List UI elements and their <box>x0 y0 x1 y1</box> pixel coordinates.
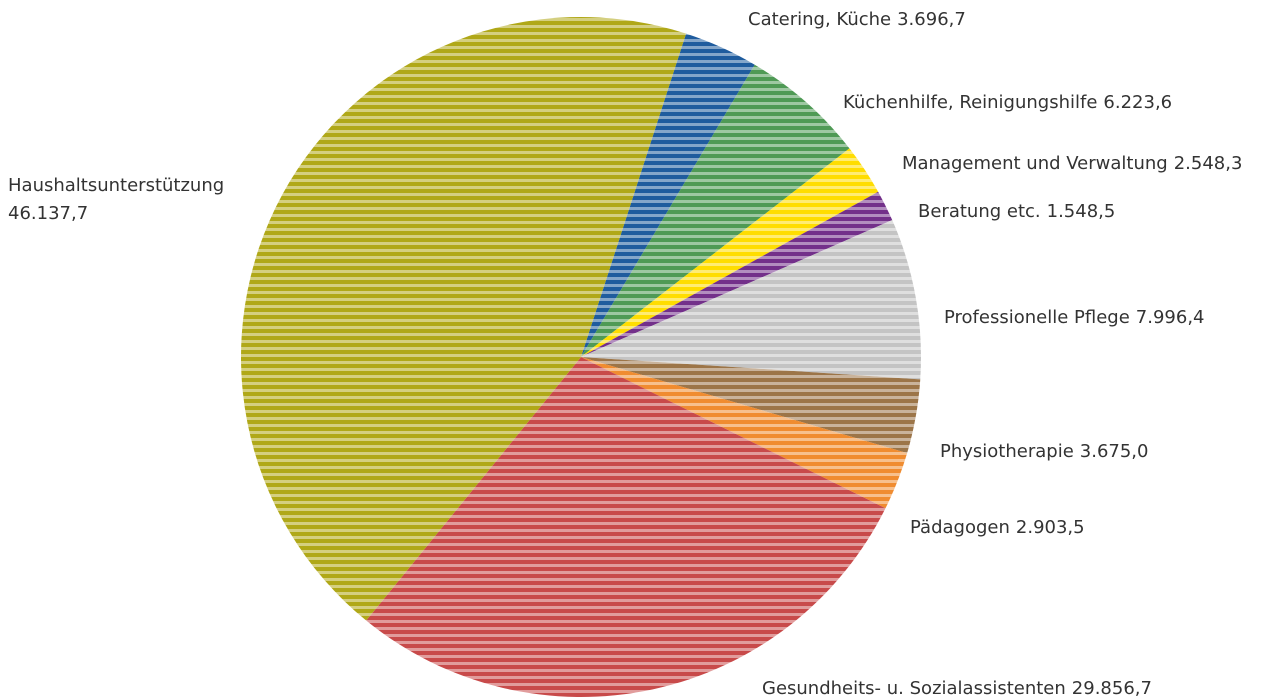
category-name: Physiotherapie <box>940 441 1074 462</box>
pie-slice <box>581 64 850 357</box>
value-label: 29.856,7 <box>1072 678 1152 699</box>
value-label: 6.223,6 <box>1103 92 1172 113</box>
value-label: 2.903,5 <box>1016 517 1085 538</box>
slice-label: Pädagogen 2.903,5 <box>910 517 1085 538</box>
pie-slice <box>581 220 921 380</box>
category-name: Beratung etc. <box>918 201 1041 222</box>
pie-slice <box>581 357 921 454</box>
slice-label: Gesundheits- u. Sozialassistenten 29.856,… <box>762 678 1152 699</box>
pie-slice <box>581 357 908 509</box>
category-name: Küchenhilfe, Reinigungshilfe <box>843 92 1097 113</box>
slice-label: Catering, Küche 3.696,7 <box>748 9 966 30</box>
slice-label: Professionelle Pflege 7.996,4 <box>944 307 1205 328</box>
category-name: Pädagogen <box>910 517 1010 538</box>
pie-slice <box>241 16 687 621</box>
slice-label: Beratung etc. 1.548,5 <box>918 201 1115 222</box>
pie-slice <box>581 191 893 357</box>
category-name: Gesundheits- u. Sozialassistenten <box>762 678 1066 699</box>
pie-slice <box>581 33 755 358</box>
value-label: 2.548,3 <box>1174 153 1243 174</box>
category-name: Haushaltsunterstützung <box>8 175 224 196</box>
slice-label: Küchenhilfe, Reinigungshilfe 6.223,6 <box>843 92 1172 113</box>
value-label: 3.696,7 <box>897 9 966 30</box>
category-name: Catering, Küche <box>748 9 891 30</box>
pie-slice <box>581 148 879 357</box>
slice-label: Haushaltsunterstützung 46.137,7 <box>8 175 224 224</box>
value-label: 1.548,5 <box>1047 201 1116 222</box>
slice-label: Management und Verwaltung 2.548,3 <box>902 153 1242 174</box>
category-name: Management und Verwaltung <box>902 153 1168 174</box>
value-label: 3.675,0 <box>1080 441 1149 462</box>
category-name: Professionelle Pflege <box>944 307 1130 328</box>
value-label: 46.137,7 <box>8 203 88 224</box>
slice-label: Physiotherapie 3.675,0 <box>940 441 1149 462</box>
value-label: 7.996,4 <box>1136 307 1205 328</box>
pie-slice <box>366 357 886 697</box>
